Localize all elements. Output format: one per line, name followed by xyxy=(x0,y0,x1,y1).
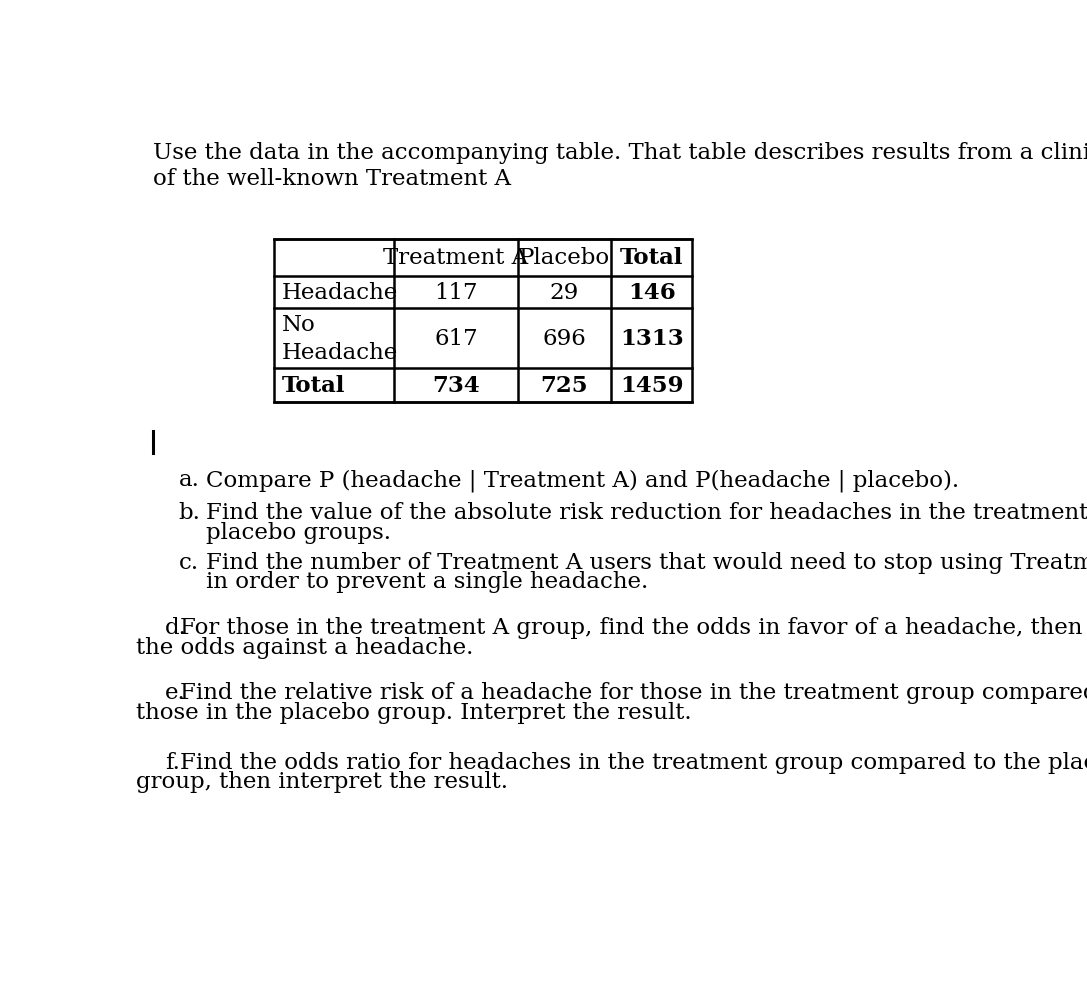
Text: Compare P (headache | Treatment A) and P(headache | placebo).: Compare P (headache | Treatment A) and P… xyxy=(205,469,959,491)
Text: 696: 696 xyxy=(542,328,586,350)
Text: Use the data in the accompanying table. That table describes results from a clin: Use the data in the accompanying table. … xyxy=(153,141,1087,163)
Text: Headache: Headache xyxy=(282,282,398,304)
Text: 29: 29 xyxy=(550,282,579,304)
Text: For those in the treatment A group, find the odds in favor of a headache, then f: For those in the treatment A group, find… xyxy=(180,616,1087,638)
Text: Find the odds ratio for headaches in the treatment group compared to the placebo: Find the odds ratio for headaches in the… xyxy=(180,752,1087,773)
Text: a.: a. xyxy=(178,469,199,491)
Text: 146: 146 xyxy=(628,282,675,304)
Text: e.: e. xyxy=(165,681,186,703)
Text: group, then interpret the result.: group, then interpret the result. xyxy=(136,771,508,793)
Text: those in the placebo group. Interpret the result.: those in the placebo group. Interpret th… xyxy=(136,701,691,723)
Text: placebo groups.: placebo groups. xyxy=(205,521,390,543)
Text: 734: 734 xyxy=(432,375,479,397)
Text: 725: 725 xyxy=(540,375,588,397)
Text: d.: d. xyxy=(165,616,187,638)
Text: 1459: 1459 xyxy=(620,375,684,397)
Text: in order to prevent a single headache.: in order to prevent a single headache. xyxy=(205,571,648,592)
Text: Treatment A: Treatment A xyxy=(384,246,528,269)
Text: c.: c. xyxy=(178,551,199,573)
Text: f.: f. xyxy=(165,752,180,773)
Text: Total: Total xyxy=(620,246,684,269)
Text: Find the relative risk of a headache for those in the treatment group compared t: Find the relative risk of a headache for… xyxy=(180,681,1087,703)
Text: Find the number of Treatment A users that would need to stop using Treatment A: Find the number of Treatment A users tha… xyxy=(205,551,1087,573)
Text: Total: Total xyxy=(282,375,345,397)
Text: Placebo: Placebo xyxy=(518,246,610,269)
Text: Find the value of the absolute risk reduction for headaches in the treatment and: Find the value of the absolute risk redu… xyxy=(205,502,1087,524)
Text: 117: 117 xyxy=(434,282,477,304)
Text: No
Headache: No Headache xyxy=(282,314,398,364)
Bar xyxy=(274,239,692,403)
Text: 1313: 1313 xyxy=(620,328,684,350)
Text: 617: 617 xyxy=(434,328,478,350)
Text: of the well-known Treatment A: of the well-known Treatment A xyxy=(153,168,511,190)
Text: b.: b. xyxy=(178,502,200,524)
Text: the odds against a headache.: the odds against a headache. xyxy=(136,636,473,658)
